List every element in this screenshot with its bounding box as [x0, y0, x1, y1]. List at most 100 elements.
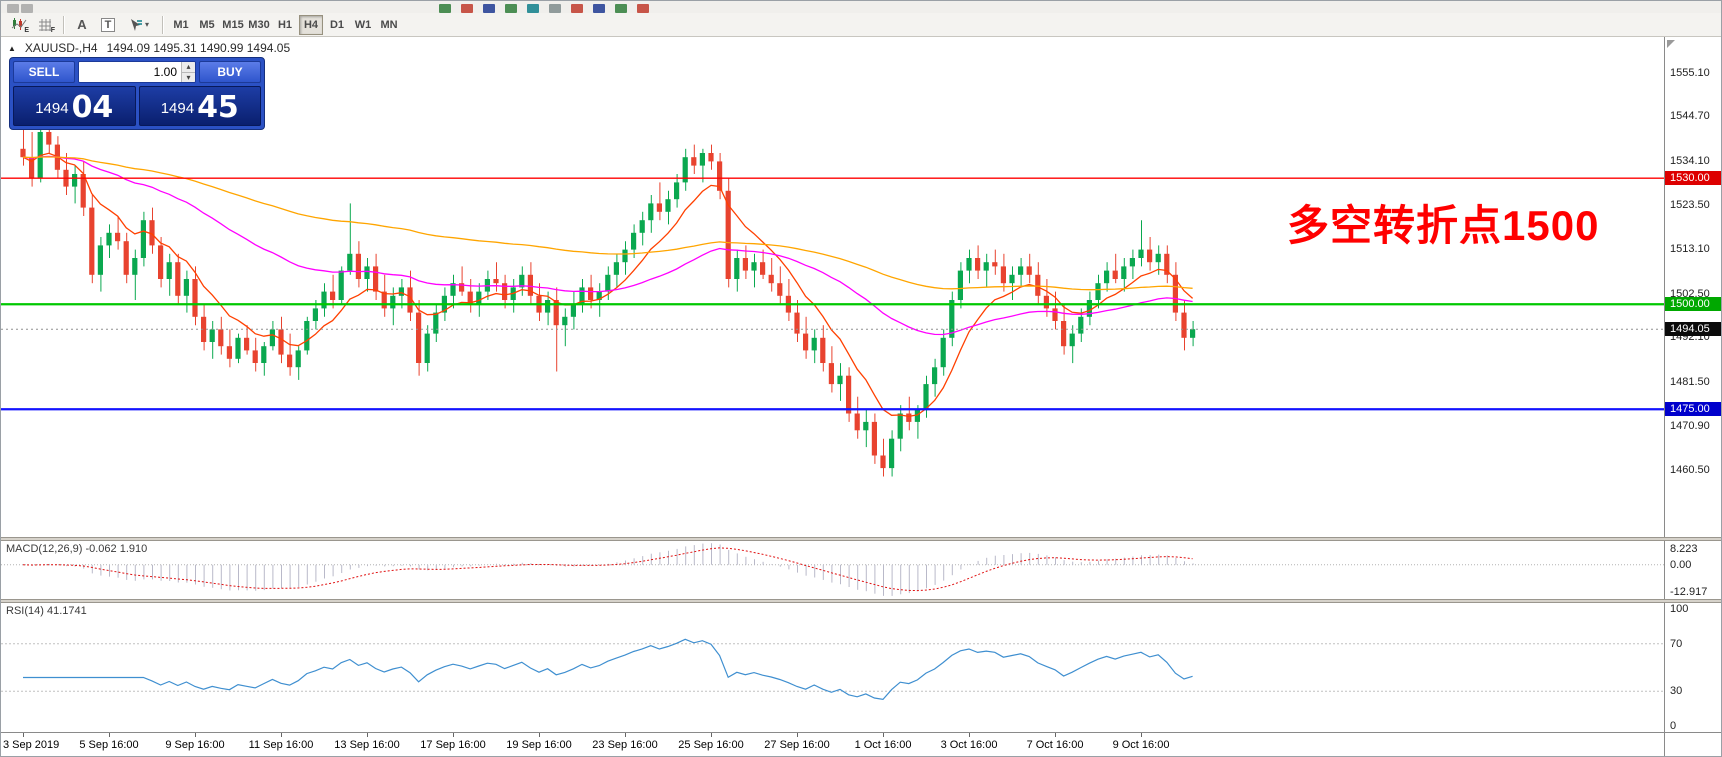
time-axis-label: 3 Sep 2019 [3, 739, 60, 751]
time-axis-tick [195, 733, 196, 737]
ask-price-small: 1494 [160, 100, 195, 117]
grid-button[interactable]: F [33, 15, 57, 35]
timeframe-mn-button[interactable]: MN [377, 15, 401, 35]
price-tick-label: 1502.50 [1670, 287, 1710, 300]
timeframe-h4-button[interactable]: H4 [299, 14, 323, 35]
dropdown-caret-icon: ▾ [144, 20, 149, 29]
timeframe-m1-button[interactable]: M1 [169, 15, 193, 35]
hline-1530-marker: 1530.00 [1665, 171, 1721, 186]
text-t-glyph: T [100, 17, 116, 32]
price-tick-label: 1470.90 [1670, 420, 1710, 433]
rsi-label: RSI(14) 41.1741 [6, 605, 87, 617]
clipped-toolbar-icon[interactable] [571, 4, 583, 13]
price-scale[interactable]: 1530.00 1500.00 1475.00 1494.05 1555.10 1… [1664, 37, 1721, 537]
timeframe-w1-button[interactable]: W1 [351, 15, 375, 35]
rsi-tick-label: 0 [1670, 720, 1677, 732]
clipped-toolbar-icon[interactable] [483, 4, 495, 13]
price-tick-label: 1460.50 [1670, 464, 1710, 477]
clipped-toolbar-icon[interactable] [21, 4, 33, 13]
main-toolbar: E F A T ▾ M1 M5 M15 M30 H1 H4 D1 W1 MN [1, 13, 1721, 37]
time-axis[interactable]: 3 Sep 2019 5 Sep 16:00 9 Sep 16:00 11 Sep 1… [1, 732, 1721, 756]
clipped-toolbar-icon[interactable] [505, 4, 517, 13]
time-axis-tick [367, 733, 368, 737]
clipped-toolbar-icon[interactable] [439, 4, 451, 13]
time-axis-label: 9 Oct 16:00 [1112, 739, 1170, 751]
scale-corner-marker [1667, 40, 1675, 48]
macd-chart [1, 543, 1664, 596]
cursor-icon [130, 18, 142, 31]
bid-price-small: 1494 [35, 100, 69, 117]
expand-triangle-icon: ▲ [8, 43, 16, 53]
time-axis-tick [281, 733, 282, 737]
cursor-tool-button[interactable]: ▾ [122, 15, 156, 35]
volume-spinner: ▴ ▾ [78, 61, 196, 83]
time-axis-tick [711, 733, 712, 737]
time-axis-label: 1 Oct 16:00 [854, 739, 912, 751]
clipped-toolbar-icon[interactable] [615, 4, 627, 13]
clipped-toolbar-icon[interactable] [549, 4, 561, 13]
time-axis-label: 19 Sep 16:00 [506, 739, 572, 751]
price-tick-label: 1523.50 [1670, 199, 1710, 212]
rsi-pane[interactable]: RSI(14) 41.1741 [1, 603, 1664, 732]
timeframe-m30-button[interactable]: M30 [247, 15, 271, 35]
clipped-toolbar-icon[interactable] [637, 4, 649, 13]
time-axis-tick [625, 733, 626, 737]
timeframe-m5-button[interactable]: M5 [195, 15, 219, 35]
time-axis-label: 25 Sep 16:00 [678, 739, 744, 751]
chart-annotation-text[interactable]: 多空转折点1500 [1287, 202, 1600, 249]
time-axis-label: 17 Sep 16:00 [420, 739, 486, 751]
time-axis-tick [539, 733, 540, 737]
time-axis-tick [109, 733, 110, 737]
price-tick-label: 1481.50 [1670, 375, 1710, 388]
label-a-glyph: A [77, 17, 87, 32]
toolbar-separator [63, 15, 64, 34]
timeframe-h1-button[interactable]: H1 [273, 15, 297, 35]
ask-price-big: 45 [197, 90, 239, 125]
rsi-tick-label: 70 [1670, 637, 1683, 650]
hline-1500-marker: 1500.00 [1665, 297, 1721, 312]
volume-input[interactable] [79, 62, 181, 82]
price-tick-label: 1513.10 [1670, 243, 1710, 256]
price-tick-label: 1534.10 [1670, 154, 1710, 167]
bid-price-big: 04 [71, 90, 114, 125]
current-price-marker: 1494.05 [1665, 322, 1721, 337]
grid-button-sub: F [50, 26, 55, 34]
sell-button[interactable]: SELL [13, 61, 75, 83]
chart-window: ▲ XAUUSD-,H4 1494.09 1495.31 1490.99 149… [1, 37, 1721, 756]
time-axis-label: 5 Sep 16:00 [79, 739, 139, 751]
macd-label: MACD(12,26,9) -0.062 1.910 [6, 543, 148, 555]
ask-price-display[interactable]: 1494 45 [138, 86, 261, 126]
rsi-tick-label: 100 [1670, 603, 1689, 615]
clipped-toolbar-icon[interactable] [461, 4, 473, 13]
price-chart-area[interactable]: ▲ XAUUSD-,H4 1494.09 1495.31 1490.99 149… [1, 37, 1664, 537]
pane-splitter-rsi[interactable] [1, 599, 1721, 603]
clipped-toolbar-icon[interactable] [7, 4, 19, 13]
clipped-toolbar-icon[interactable] [593, 4, 605, 13]
timeframe-d1-button[interactable]: D1 [325, 15, 349, 35]
time-axis-label: 13 Sep 16:00 [334, 739, 400, 751]
one-click-trading-panel: SELL ▴ ▾ BUY 1494 04 [9, 57, 265, 130]
text-tool-button[interactable]: T [96, 15, 120, 35]
grid-icon [39, 18, 51, 31]
pane-splitter-macd[interactable] [1, 537, 1721, 541]
timeframe-m15-button[interactable]: M15 [221, 15, 245, 35]
buy-button[interactable]: BUY [199, 61, 261, 83]
volume-up-button[interactable]: ▴ [182, 62, 195, 73]
time-axis-corner [1664, 733, 1721, 756]
hline-1475-marker: 1475.00 [1665, 402, 1721, 417]
macd-tick-label: 8.223 [1670, 543, 1698, 555]
charts-button[interactable]: E [7, 15, 31, 35]
time-axis-label: 11 Sep 16:00 [248, 739, 314, 751]
volume-down-button[interactable]: ▾ [182, 73, 195, 82]
time-axis-tick [23, 733, 24, 737]
label-tool-button[interactable]: A [70, 15, 94, 35]
time-axis-tick [1055, 733, 1056, 737]
time-axis-tick [797, 733, 798, 737]
macd-scale: 8.223 0.00 -12.917 [1664, 541, 1721, 599]
bid-price-display[interactable]: 1494 04 [13, 86, 136, 126]
price-tick-label: 1544.70 [1670, 110, 1710, 123]
macd-pane[interactable]: MACD(12,26,9) -0.062 1.910 [1, 541, 1664, 599]
time-axis-labels[interactable]: 3 Sep 2019 5 Sep 16:00 9 Sep 16:00 11 Sep 1… [1, 733, 1664, 756]
candlestick-chart [1, 110, 1664, 477]
clipped-toolbar-icon[interactable] [527, 4, 539, 13]
